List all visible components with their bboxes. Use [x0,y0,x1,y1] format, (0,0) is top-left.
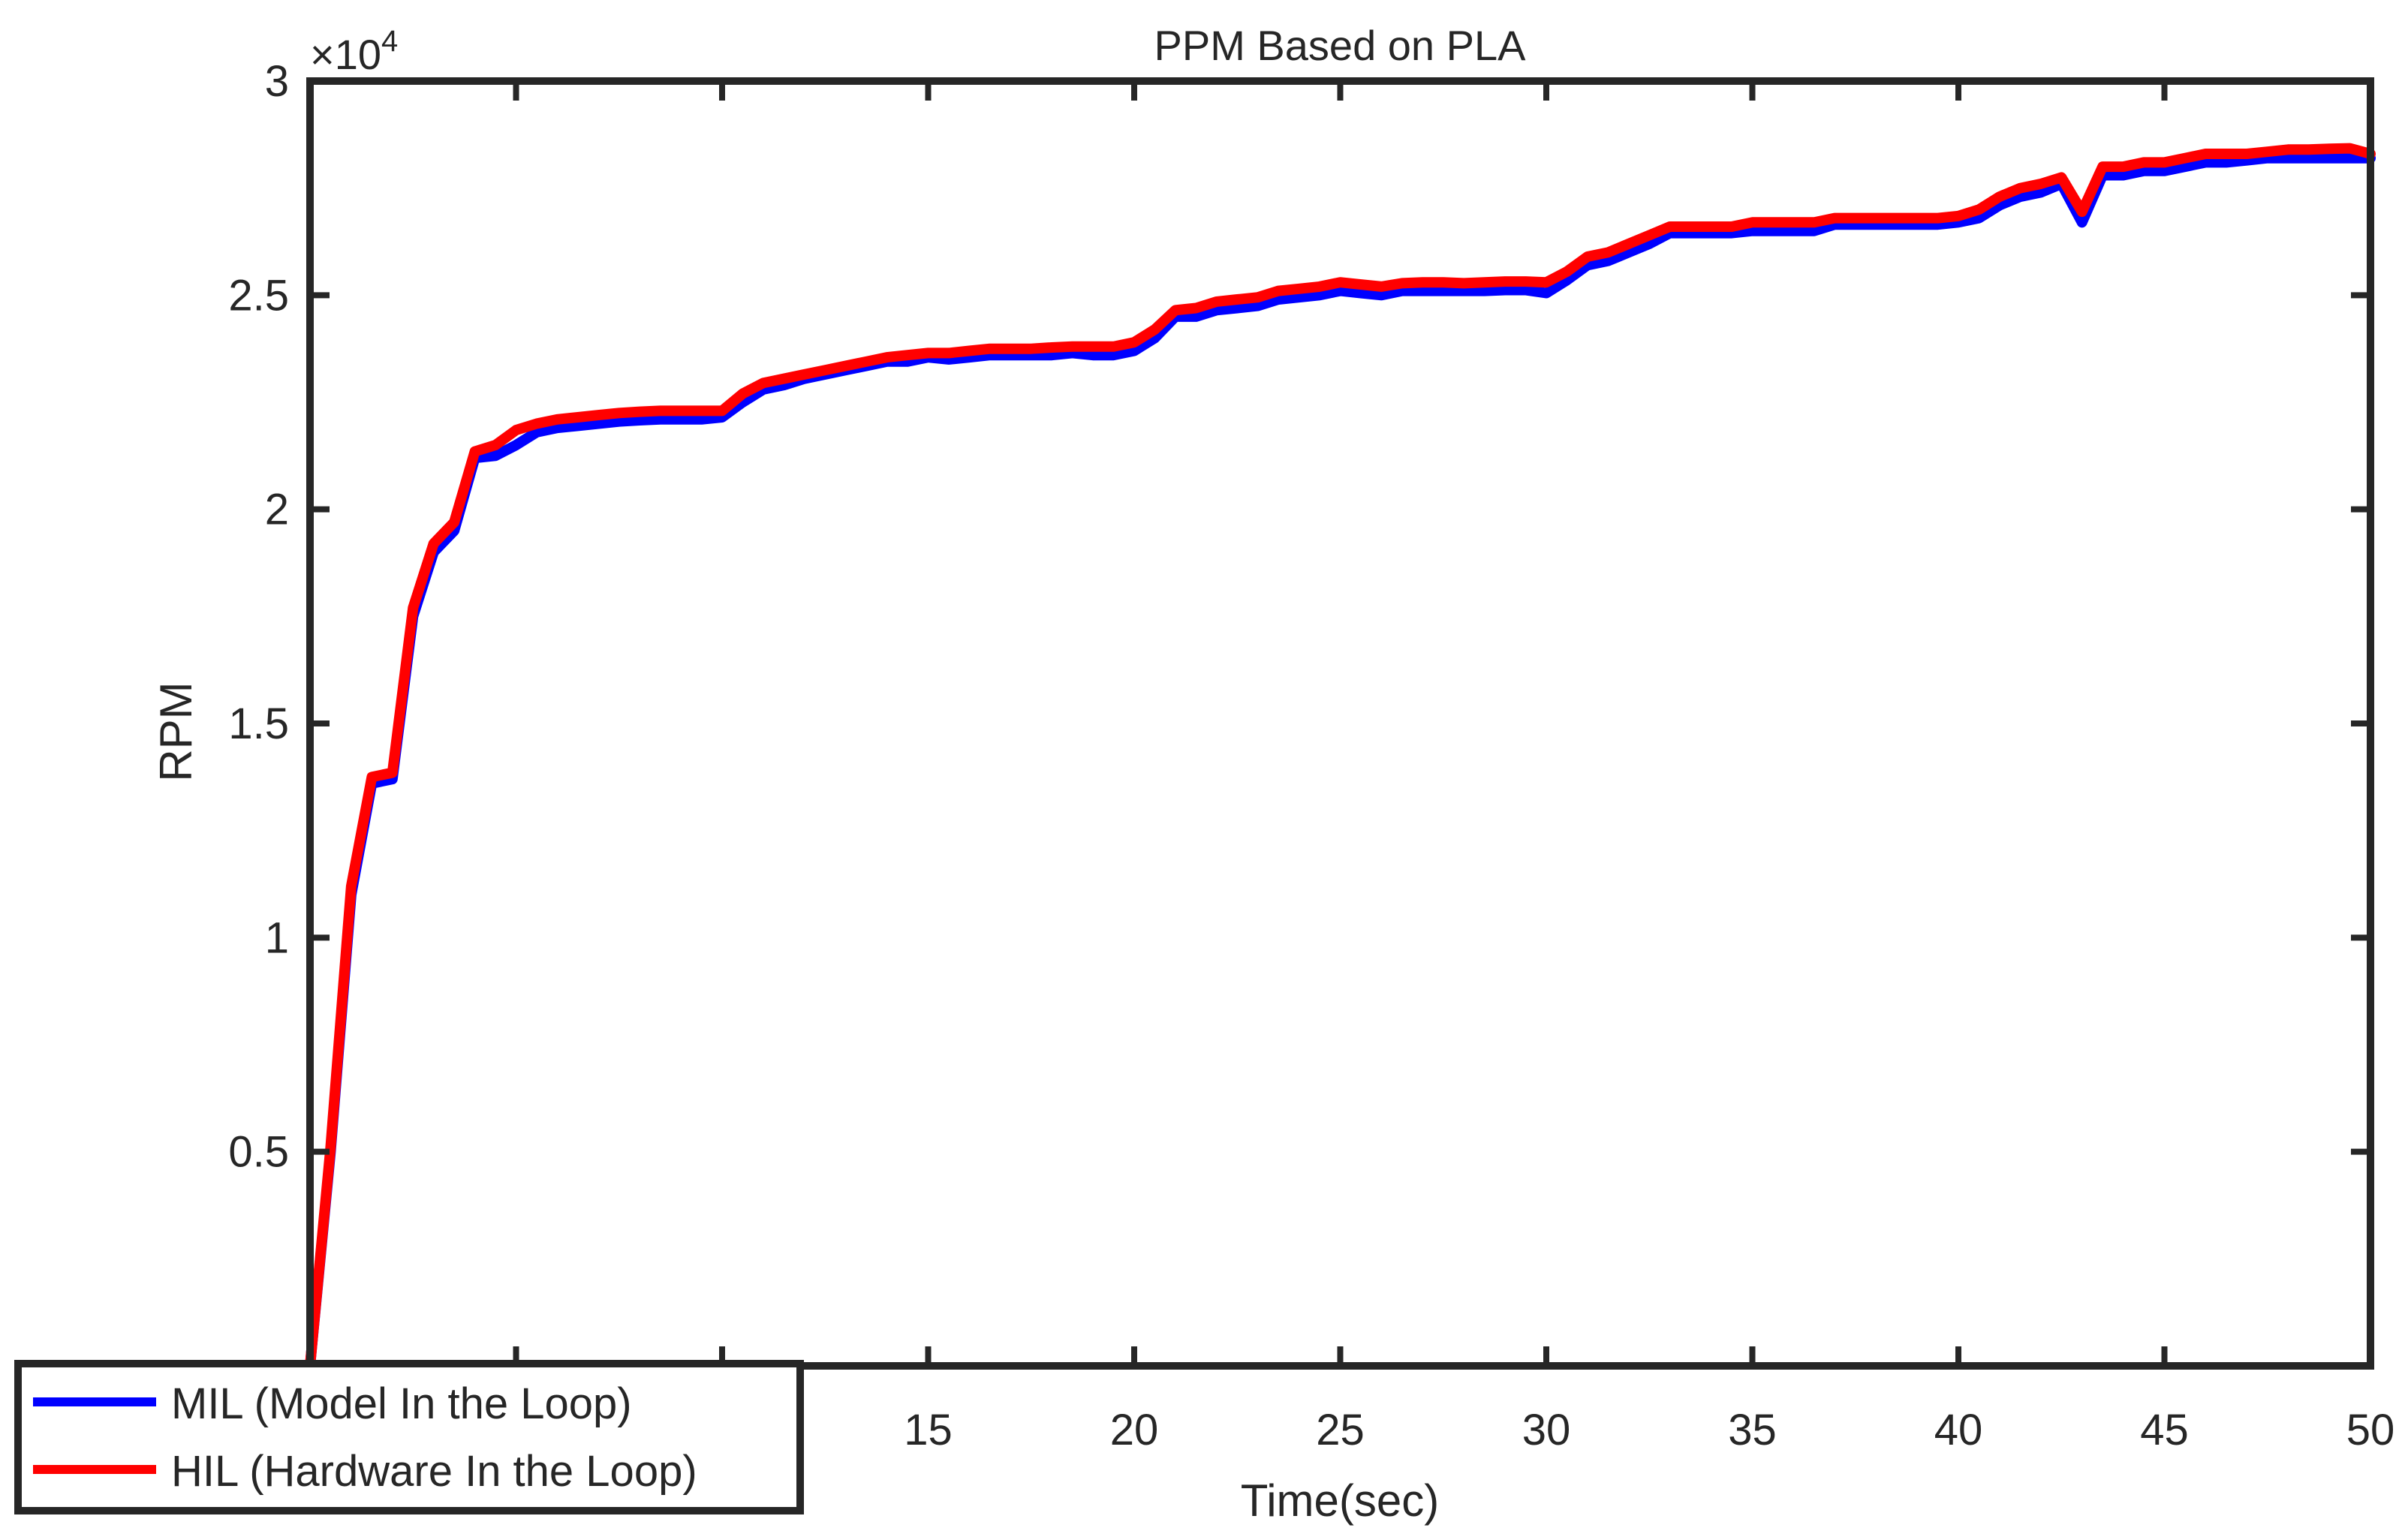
y-tick-label: 2.5 [228,271,289,320]
svg-text:×104: ×104 [310,25,398,78]
y-axis-label: RPM [151,681,201,781]
y-exponent-label: ×104 [310,25,398,78]
x-tick-label: 35 [1728,1406,1777,1454]
y-exponent-base: ×10 [310,31,381,78]
chart-title: PPM Based on PLA [1154,22,1527,69]
y-tick-label: 1.5 [228,699,289,748]
legend: MIL (Model In the Loop) HIL (Hardware In… [14,1360,804,1514]
plot-area-frame [306,77,2374,1370]
x-tick-label: 40 [1934,1406,1983,1454]
legend-box [14,1360,804,1514]
series-line-mil [305,152,2376,1371]
x-tick-label: 50 [2346,1406,2395,1454]
series-line-hil [305,143,2376,1371]
x-tick-label: 15 [904,1406,953,1454]
y-tick-label: 0.5 [228,1128,289,1177]
legend-label-hil: HIL (Hardware In the Loop) [171,1447,697,1496]
x-tick-label: 45 [2140,1406,2189,1454]
y-tick-label: 3 [265,57,289,106]
x-tick-label: 30 [1522,1406,1571,1454]
x-axis-label: Time(sec) [1241,1475,1439,1526]
legend-label-mil: MIL (Model In the Loop) [171,1379,632,1428]
y-tick-label: 1 [265,913,289,962]
y-exponent-power: 4 [381,25,398,58]
x-tick-label: 25 [1316,1406,1365,1454]
y-tick-label: 2 [265,486,289,534]
y-tick-labels: 0.5 1 1.5 2 2.5 3 [228,57,289,1177]
x-tick-label: 20 [1110,1406,1159,1454]
series-layer [305,143,2376,1371]
